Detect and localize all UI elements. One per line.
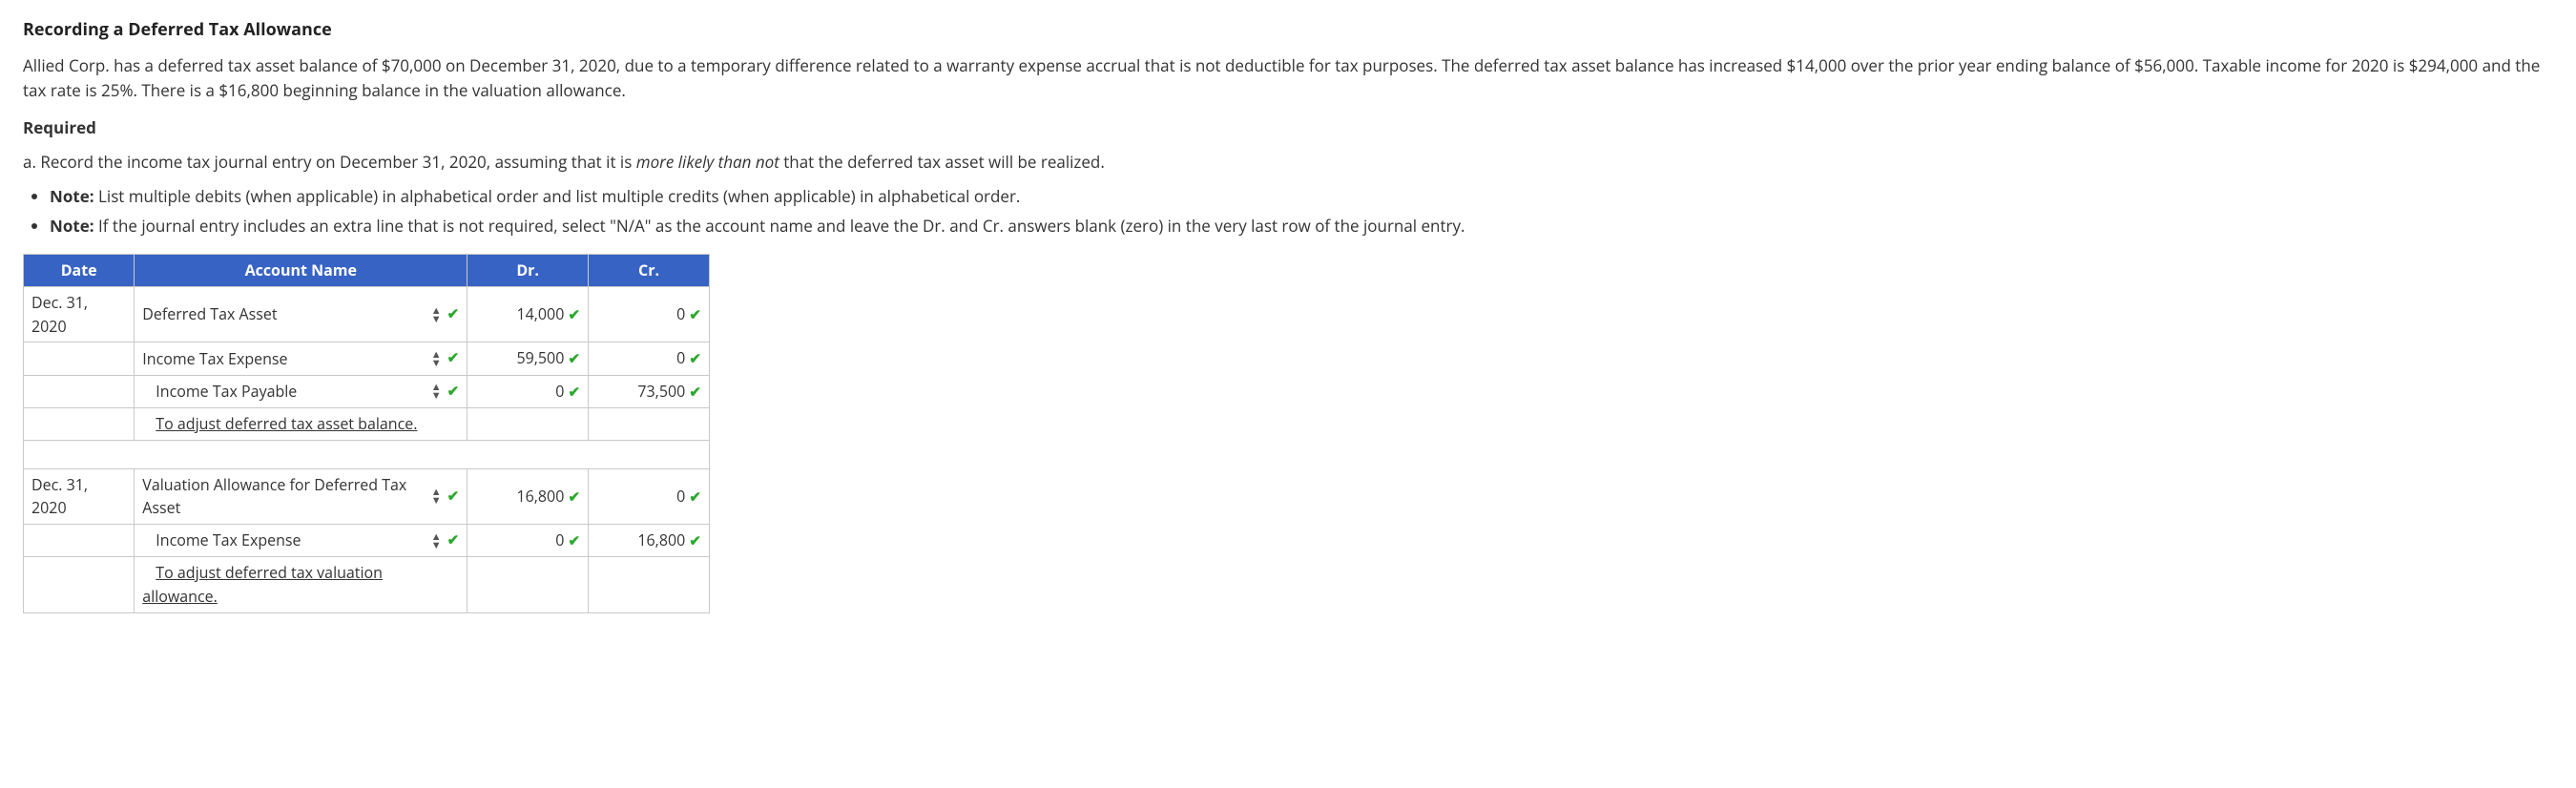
account-name-label: Income Tax Expense: [142, 347, 425, 371]
note-bold: Note:: [50, 185, 94, 207]
sort-icon[interactable]: ▲▼: [431, 487, 442, 505]
table-row: Dec. 31, 2020Deferred Tax Asset▲▼ ✔14,00…: [24, 286, 710, 342]
debit-cell[interactable]: 0 ✔: [467, 375, 589, 407]
note-item: Note: If the journal entry includes an e…: [50, 214, 2553, 238]
entry-description: To adjust deferred tax asset balance.: [142, 413, 417, 434]
debit-value: 0: [555, 529, 564, 550]
account-name-label: Deferred Tax Asset: [142, 302, 425, 326]
entry-description: To adjust deferred tax valuation allowan…: [142, 562, 383, 607]
date-cell: Dec. 31, 2020: [24, 468, 135, 525]
account-cell[interactable]: Valuation Allowance for Deferred Tax Ass…: [135, 468, 467, 525]
col-header-account: Account Name: [135, 254, 467, 286]
problem-body: Allied Corp. has a deferred tax asset ba…: [23, 53, 2553, 104]
account-name-label: Valuation Allowance for Deferred Tax Ass…: [142, 473, 425, 521]
check-icon: ✔: [569, 487, 581, 507]
sort-icon[interactable]: ▲▼: [431, 532, 442, 550]
credit-cell[interactable]: 73,500 ✔: [589, 375, 710, 407]
credit-cell[interactable]: 0 ✔: [589, 342, 710, 375]
table-header-row: Date Account Name Dr. Cr.: [24, 254, 710, 286]
check-icon: ✔: [569, 383, 581, 402]
debit-cell: [467, 407, 589, 440]
account-cell[interactable]: Income Tax Payable ▲▼ ✔: [135, 375, 467, 407]
credit-value: 73,500: [637, 381, 685, 402]
credit-cell[interactable]: 0 ✔: [589, 286, 710, 342]
credit-cell: [589, 557, 710, 613]
credit-value: 16,800: [637, 529, 685, 550]
check-icon: ✔: [569, 305, 581, 324]
debit-value: 0: [555, 381, 564, 402]
check-icon: ✔: [689, 531, 701, 550]
table-row: Income Tax Payable▲▼ ✔0 ✔73,500 ✔: [24, 375, 710, 407]
date-cell: Dec. 31, 2020: [24, 286, 135, 342]
check-icon: ✔: [689, 487, 701, 507]
sort-icon[interactable]: ▲▼: [431, 383, 442, 400]
requirement-a-suffix: that the deferred tax asset will be real…: [779, 151, 1105, 173]
notes-list: Note: List multiple debits (when applica…: [23, 184, 2553, 238]
account-name-label: Income Tax Expense: [142, 529, 425, 552]
debit-value: 16,800: [516, 486, 564, 507]
credit-cell: [589, 407, 710, 440]
check-icon: ✔: [569, 349, 581, 368]
table-row: Dec. 31, 2020Valuation Allowance for Def…: [24, 468, 710, 525]
page-title: Recording a Deferred Tax Allowance: [23, 17, 2553, 44]
check-icon: ✔: [689, 349, 701, 368]
requirement-a-prefix: a. Record the income tax journal entry o…: [23, 151, 636, 173]
required-heading: Required: [23, 115, 2553, 140]
account-cell[interactable]: Income Tax Expense ▲▼ ✔: [135, 525, 467, 557]
debit-cell[interactable]: 59,500 ✔: [467, 342, 589, 375]
sort-icon[interactable]: ▲▼: [431, 306, 442, 323]
debit-cell: [467, 557, 589, 613]
requirement-a: a. Record the income tax journal entry o…: [23, 150, 2553, 175]
date-cell: [24, 342, 135, 375]
table-row: To adjust deferred tax asset balance.: [24, 407, 710, 440]
col-header-cr: Cr.: [589, 254, 710, 286]
account-cell[interactable]: Deferred Tax Asset ▲▼ ✔: [135, 286, 467, 342]
account-name-label: Income Tax Payable: [142, 380, 425, 404]
account-cell[interactable]: Income Tax Expense ▲▼ ✔: [135, 342, 467, 375]
credit-cell[interactable]: 0 ✔: [589, 468, 710, 525]
note-item: Note: List multiple debits (when applica…: [50, 184, 2553, 209]
credit-value: 0: [676, 347, 685, 368]
date-cell: [24, 525, 135, 557]
account-cell: To adjust deferred tax valuation allowan…: [135, 557, 467, 613]
col-header-date: Date: [24, 254, 135, 286]
date-cell: [24, 557, 135, 613]
date-cell: [24, 407, 135, 440]
credit-value: 0: [676, 303, 685, 324]
note-bold: Note:: [50, 215, 94, 237]
debit-cell[interactable]: 14,000 ✔: [467, 286, 589, 342]
check-icon: ✔: [447, 486, 460, 508]
date-cell: [24, 375, 135, 407]
check-icon: ✔: [689, 305, 701, 324]
note-text: List multiple debits (when applicable) i…: [94, 185, 1021, 207]
col-header-dr: Dr.: [467, 254, 589, 286]
account-cell: To adjust deferred tax asset balance.: [135, 407, 467, 440]
check-icon: ✔: [689, 383, 701, 402]
credit-cell[interactable]: 16,800 ✔: [589, 525, 710, 557]
check-icon: ✔: [447, 381, 460, 403]
check-icon: ✔: [447, 303, 460, 325]
credit-value: 0: [676, 486, 685, 507]
sort-icon[interactable]: ▲▼: [431, 350, 442, 367]
journal-entry-table: Date Account Name Dr. Cr. Dec. 31, 2020D…: [23, 254, 710, 613]
table-row: To adjust deferred tax valuation allowan…: [24, 557, 710, 613]
table-row: Income Tax Expense▲▼ ✔59,500 ✔0 ✔: [24, 342, 710, 375]
requirement-a-emph: more likely than not: [636, 151, 779, 173]
debit-cell[interactable]: 16,800 ✔: [467, 468, 589, 525]
table-row: Income Tax Expense▲▼ ✔0 ✔16,800 ✔: [24, 525, 710, 557]
debit-cell[interactable]: 0 ✔: [467, 525, 589, 557]
debit-value: 14,000: [516, 303, 564, 324]
note-text: If the journal entry includes an extra l…: [94, 215, 1465, 237]
debit-value: 59,500: [516, 347, 564, 368]
check-icon: ✔: [447, 529, 460, 551]
check-icon: ✔: [569, 531, 581, 550]
check-icon: ✔: [447, 347, 460, 369]
